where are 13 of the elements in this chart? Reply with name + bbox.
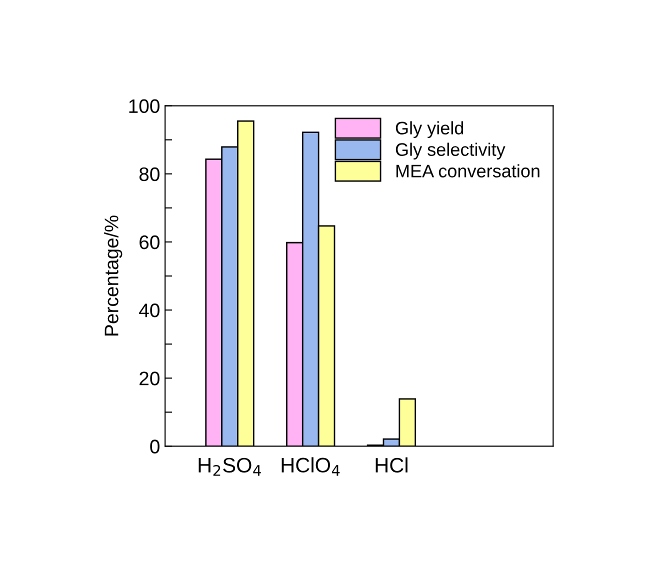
legend-label: Gly yield bbox=[396, 121, 464, 138]
legend-label: MEA conversation bbox=[396, 164, 540, 178]
x-tick-label: HClO$_{4}$ bbox=[282, 457, 340, 476]
y-tick-label: 60 bbox=[140, 235, 160, 250]
y-tick-label: 40 bbox=[139, 304, 160, 318]
y-tick-label: 0 bbox=[150, 440, 160, 454]
y-tick-label: 20 bbox=[140, 372, 160, 386]
y-tick-label: 100 bbox=[129, 99, 160, 114]
legend-label: Gly selectivity bbox=[396, 142, 506, 160]
x-tick-label: HCl bbox=[376, 457, 408, 473]
y-tick-label: 80 bbox=[139, 167, 160, 182]
x-tick-label: H$_{2}$SO$_{4}$ bbox=[198, 458, 261, 476]
y-axis-title: Percentage/% bbox=[104, 216, 122, 336]
